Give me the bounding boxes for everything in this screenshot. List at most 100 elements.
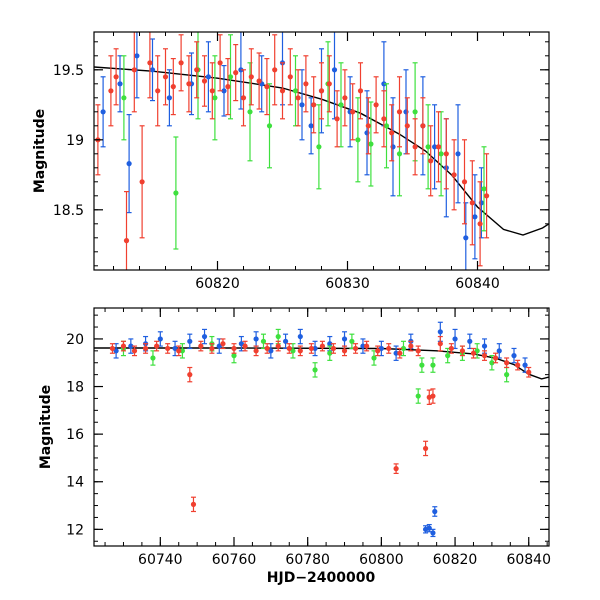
bottom-red-point [397, 347, 403, 359]
bottom-model-curve [94, 347, 549, 380]
bottom-red-point [504, 357, 510, 369]
top-red-point [248, 48, 254, 106]
top-red-point [342, 69, 348, 127]
top-red-point [311, 76, 317, 134]
bottom-blue-point [297, 328, 303, 345]
top-red-point [373, 76, 379, 134]
bottom-blue-point [393, 345, 399, 361]
bottom-green-point [179, 343, 186, 359]
bottom-panel: 60740 60760 60780 60800 60820 60840 12 14 16 18 20… [38, 307, 551, 586]
top-red-point [381, 90, 387, 148]
bottom-red-point [459, 345, 466, 357]
top-red-point [435, 111, 442, 183]
top-red-point [272, 34, 278, 106]
top-red-point [201, 55, 208, 107]
top-red-point [162, 48, 169, 106]
bottom-green-point [327, 345, 333, 361]
bottom-blue-point [312, 340, 318, 357]
bottom-red-point [422, 440, 429, 457]
top-red-point [365, 97, 371, 155]
top-green-point [338, 62, 344, 148]
top-red-point [295, 69, 301, 127]
top-green-point [121, 55, 127, 141]
bottom-red-point [286, 343, 292, 354]
top-red-point [303, 55, 309, 113]
top-green-point [425, 104, 431, 190]
top-blue-point [205, 41, 211, 113]
bottom-x-tick-label: 60820 [433, 552, 478, 568]
top-green-point [212, 55, 218, 141]
bottom-blue-point [128, 338, 134, 354]
top-red-point [139, 125, 145, 239]
top-red-point [389, 104, 395, 162]
bottom-x-tick-label: 60800 [359, 552, 404, 568]
bottom-y-tick-label: 14 [66, 475, 84, 491]
bottom-red-point [187, 366, 193, 383]
bottom-red-point [242, 340, 248, 352]
bottom-blue-point [238, 335, 244, 352]
top-red-point [461, 139, 468, 225]
bottom-red-point [120, 340, 127, 352]
bottom-red-point [437, 335, 443, 352]
bottom-x-tick-label: 60740 [138, 552, 183, 568]
top-green-point [173, 136, 179, 250]
bottom-green-point [290, 343, 296, 359]
top-green-point [292, 55, 299, 127]
top-blue-point [331, 32, 338, 120]
bottom-blue-point [522, 357, 528, 373]
top-red-point [217, 34, 223, 92]
top-red-point [209, 62, 215, 120]
bottom-blue-point [268, 343, 274, 359]
bottom-red-point [341, 345, 348, 357]
top-blue-point [472, 174, 478, 260]
bottom-red-point [220, 338, 226, 350]
bottom-red-point [364, 340, 370, 352]
bottom-red-point [492, 352, 499, 364]
top-green-point [355, 97, 361, 183]
top-data-points [95, 32, 490, 270]
bottom-y-axis-label: Magnitude [38, 385, 54, 469]
bottom-red-point [198, 340, 204, 352]
top-red-point [287, 48, 293, 106]
bottom-green-point [445, 347, 451, 364]
top-red-point [131, 32, 137, 113]
top-blue-point [299, 69, 305, 141]
bottom-red-point [109, 343, 116, 354]
top-blue-point [117, 55, 123, 113]
bottom-red-point [142, 343, 149, 354]
top-red-point [108, 55, 114, 127]
bottom-green-point [474, 343, 480, 359]
bottom-red-point [481, 350, 488, 361]
bottom-blue-point [496, 343, 502, 359]
top-blue-point [100, 76, 106, 148]
top-green-point [266, 83, 273, 169]
bottom-green-point [430, 357, 436, 373]
bottom-red-point [415, 345, 421, 357]
top-red-point [225, 57, 231, 116]
top-green-point [227, 34, 234, 120]
top-red-point [113, 48, 119, 106]
bottom-red-point [308, 343, 314, 354]
bottom-x-tick-label: 60840 [506, 552, 551, 568]
bottom-red-point [408, 340, 414, 352]
top-red-point [443, 118, 449, 190]
top-blue-point [455, 104, 461, 204]
top-green-point [481, 146, 487, 232]
bottom-blue-point [467, 333, 473, 350]
bottom-red-point [231, 343, 237, 354]
bottom-green-point [489, 355, 495, 371]
top-blue-point [126, 113, 132, 214]
bottom-red-point [393, 463, 399, 475]
bottom-red-point [165, 343, 171, 354]
top-red-point [334, 90, 340, 148]
top-red-point [279, 62, 286, 120]
top-red-point [123, 191, 130, 270]
top-green-point [316, 104, 322, 190]
bottom-green-point [371, 350, 377, 366]
bottom-blue-point [282, 333, 289, 350]
bottom-blue-point [432, 506, 438, 517]
bottom-blue-point [187, 333, 193, 350]
top-green-point [368, 101, 374, 187]
bottom-red-point [470, 347, 477, 359]
